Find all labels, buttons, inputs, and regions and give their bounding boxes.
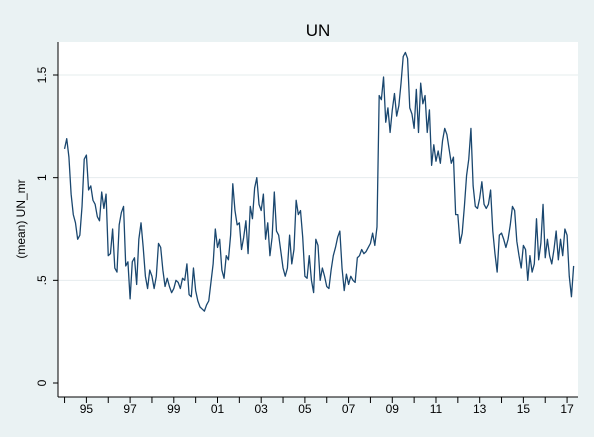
x-tick-label: 15 — [517, 402, 531, 416]
y-axis-ticks: 0 .5 1 1.5 — [35, 66, 58, 386]
y-tick-label: 1.5 — [35, 66, 49, 83]
chart-title: UN — [306, 21, 331, 40]
plot-area — [58, 42, 578, 397]
x-tick-label: 09 — [386, 402, 400, 416]
x-tick-label: 03 — [255, 402, 269, 416]
x-tick-label: 17 — [560, 402, 574, 416]
series-layer — [63, 51, 575, 312]
x-tick-label: 05 — [298, 402, 312, 416]
x-tick-label: 97 — [123, 402, 137, 416]
x-tick-label: 07 — [342, 402, 356, 416]
x-tick-label: 95 — [80, 402, 94, 416]
grid-lines — [58, 74, 578, 281]
y-tick-label: .5 — [35, 275, 49, 285]
series-line — [63, 51, 575, 312]
x-tick-label: 01 — [211, 402, 225, 416]
y-tick-label: 0 — [35, 379, 49, 386]
y-axis-label: (mean) UN_mr — [14, 179, 28, 258]
x-tick-label: 13 — [473, 402, 487, 416]
x-axis-ticks: 95 97 99 01 03 05 07 09 11 13 15 17 — [64, 397, 574, 416]
y-tick-label: 1 — [35, 174, 49, 181]
x-tick-label: 11 — [430, 402, 443, 416]
x-tick-label: 99 — [167, 402, 181, 416]
